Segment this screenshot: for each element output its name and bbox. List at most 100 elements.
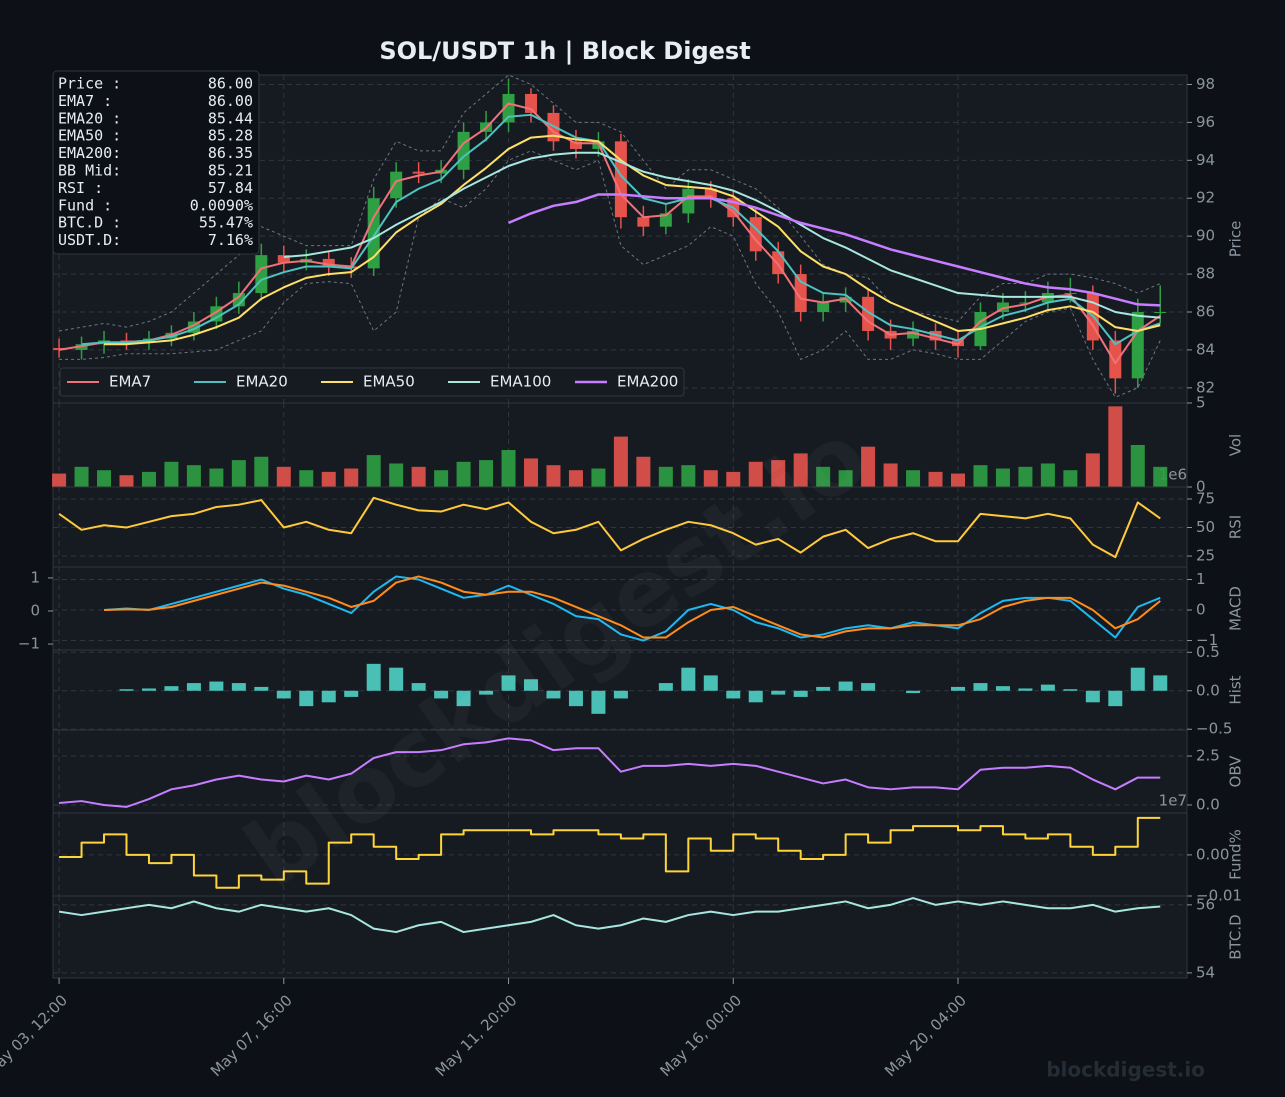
bar xyxy=(995,468,1010,487)
panel-background xyxy=(52,486,1188,568)
y-axis-label: Fund% xyxy=(1227,829,1245,880)
bar xyxy=(254,456,269,487)
candle-body xyxy=(390,171,403,199)
candle-body xyxy=(457,131,470,170)
candle-body xyxy=(502,93,515,123)
bar xyxy=(1040,684,1055,691)
bar xyxy=(906,470,921,487)
y-tick-label: 1 xyxy=(1196,570,1206,588)
bar xyxy=(838,470,853,487)
info-label: USDT.D: xyxy=(58,231,121,249)
legend-label: EMA100 xyxy=(490,373,551,391)
bar xyxy=(748,690,763,703)
bar xyxy=(299,470,314,487)
bar xyxy=(119,689,134,691)
chart-title: SOL/USDT 1h | Block Digest xyxy=(379,37,750,65)
info-value: 86.35 xyxy=(208,144,253,162)
bar xyxy=(613,690,628,699)
candle-body xyxy=(232,293,245,307)
bar xyxy=(816,686,831,691)
y-tick-label: −0.5 xyxy=(1196,720,1232,738)
bar xyxy=(186,683,201,691)
candle-body xyxy=(682,188,695,214)
bar xyxy=(816,466,831,487)
info-label: BTC.D : xyxy=(58,214,121,232)
bar xyxy=(591,468,606,487)
bar xyxy=(186,465,201,487)
bar xyxy=(411,466,426,487)
bar xyxy=(501,450,516,487)
bar xyxy=(1063,470,1078,487)
bar xyxy=(681,465,696,487)
bar xyxy=(209,468,224,487)
y-tick-label: 86 xyxy=(1196,302,1215,320)
bar xyxy=(254,686,269,691)
y-axis-label: BTC.D xyxy=(1227,914,1245,959)
bar xyxy=(546,690,561,699)
bar xyxy=(1085,690,1100,703)
bar xyxy=(344,690,359,697)
bar xyxy=(950,473,965,487)
bar xyxy=(883,463,898,487)
y-tick-label: 0.0 xyxy=(1196,681,1220,699)
candle-body xyxy=(637,217,650,227)
candle-body xyxy=(412,171,425,174)
bar xyxy=(793,453,808,487)
legend-label: EMA20 xyxy=(236,373,288,391)
bar xyxy=(1018,466,1033,487)
y-tick-label: 56 xyxy=(1196,895,1215,913)
y-tick-label: 0.5 xyxy=(1196,643,1220,661)
bar xyxy=(456,461,471,487)
candle-body xyxy=(569,141,582,149)
bar xyxy=(52,473,67,487)
band-line xyxy=(58,897,1161,934)
candle-body xyxy=(704,188,717,199)
bar xyxy=(524,679,539,691)
bar xyxy=(1130,667,1145,691)
series-line xyxy=(58,102,1161,365)
bar xyxy=(299,690,314,707)
band-line xyxy=(59,816,1161,889)
bar xyxy=(793,690,808,697)
bar xyxy=(321,471,336,487)
candle-body xyxy=(1019,302,1032,304)
y2-tick-label: −1 xyxy=(18,635,40,653)
bar xyxy=(141,688,156,691)
bar xyxy=(119,475,134,487)
y-tick-label: 54 xyxy=(1196,963,1215,981)
bar xyxy=(97,470,112,487)
bar xyxy=(231,460,246,487)
bar xyxy=(164,686,179,691)
bar xyxy=(164,461,179,487)
bar xyxy=(479,460,494,487)
bar xyxy=(501,675,516,691)
candle-body xyxy=(659,213,672,227)
bar xyxy=(1108,690,1123,707)
candle-body xyxy=(1154,311,1167,313)
bar xyxy=(411,683,426,691)
bar xyxy=(838,681,853,691)
bar xyxy=(950,686,965,691)
info-value: 85.44 xyxy=(208,109,253,127)
bar xyxy=(276,690,291,699)
y-tick-label: 90 xyxy=(1196,227,1215,245)
bar xyxy=(344,468,359,487)
info-value: 55.47% xyxy=(199,214,253,232)
y-tick-label: 88 xyxy=(1196,265,1215,283)
info-label: Fund : xyxy=(58,196,112,214)
bar xyxy=(771,460,786,487)
y-tick-label: 0.00 xyxy=(1196,845,1229,863)
candle-body xyxy=(367,198,380,269)
y-tick-label: 0.0 xyxy=(1196,795,1220,813)
series-line xyxy=(283,151,1161,319)
legend-label: EMA200 xyxy=(617,373,678,391)
info-label: EMA50 : xyxy=(58,127,121,145)
offset-text: 1e7 xyxy=(1159,792,1187,810)
y-axis-label: Hist xyxy=(1227,675,1245,704)
info-value: 0.0090% xyxy=(190,196,253,214)
footer-watermark: blockdigest.io xyxy=(1046,1058,1205,1082)
info-label: BB Mid: xyxy=(58,162,121,180)
bar xyxy=(366,455,381,487)
